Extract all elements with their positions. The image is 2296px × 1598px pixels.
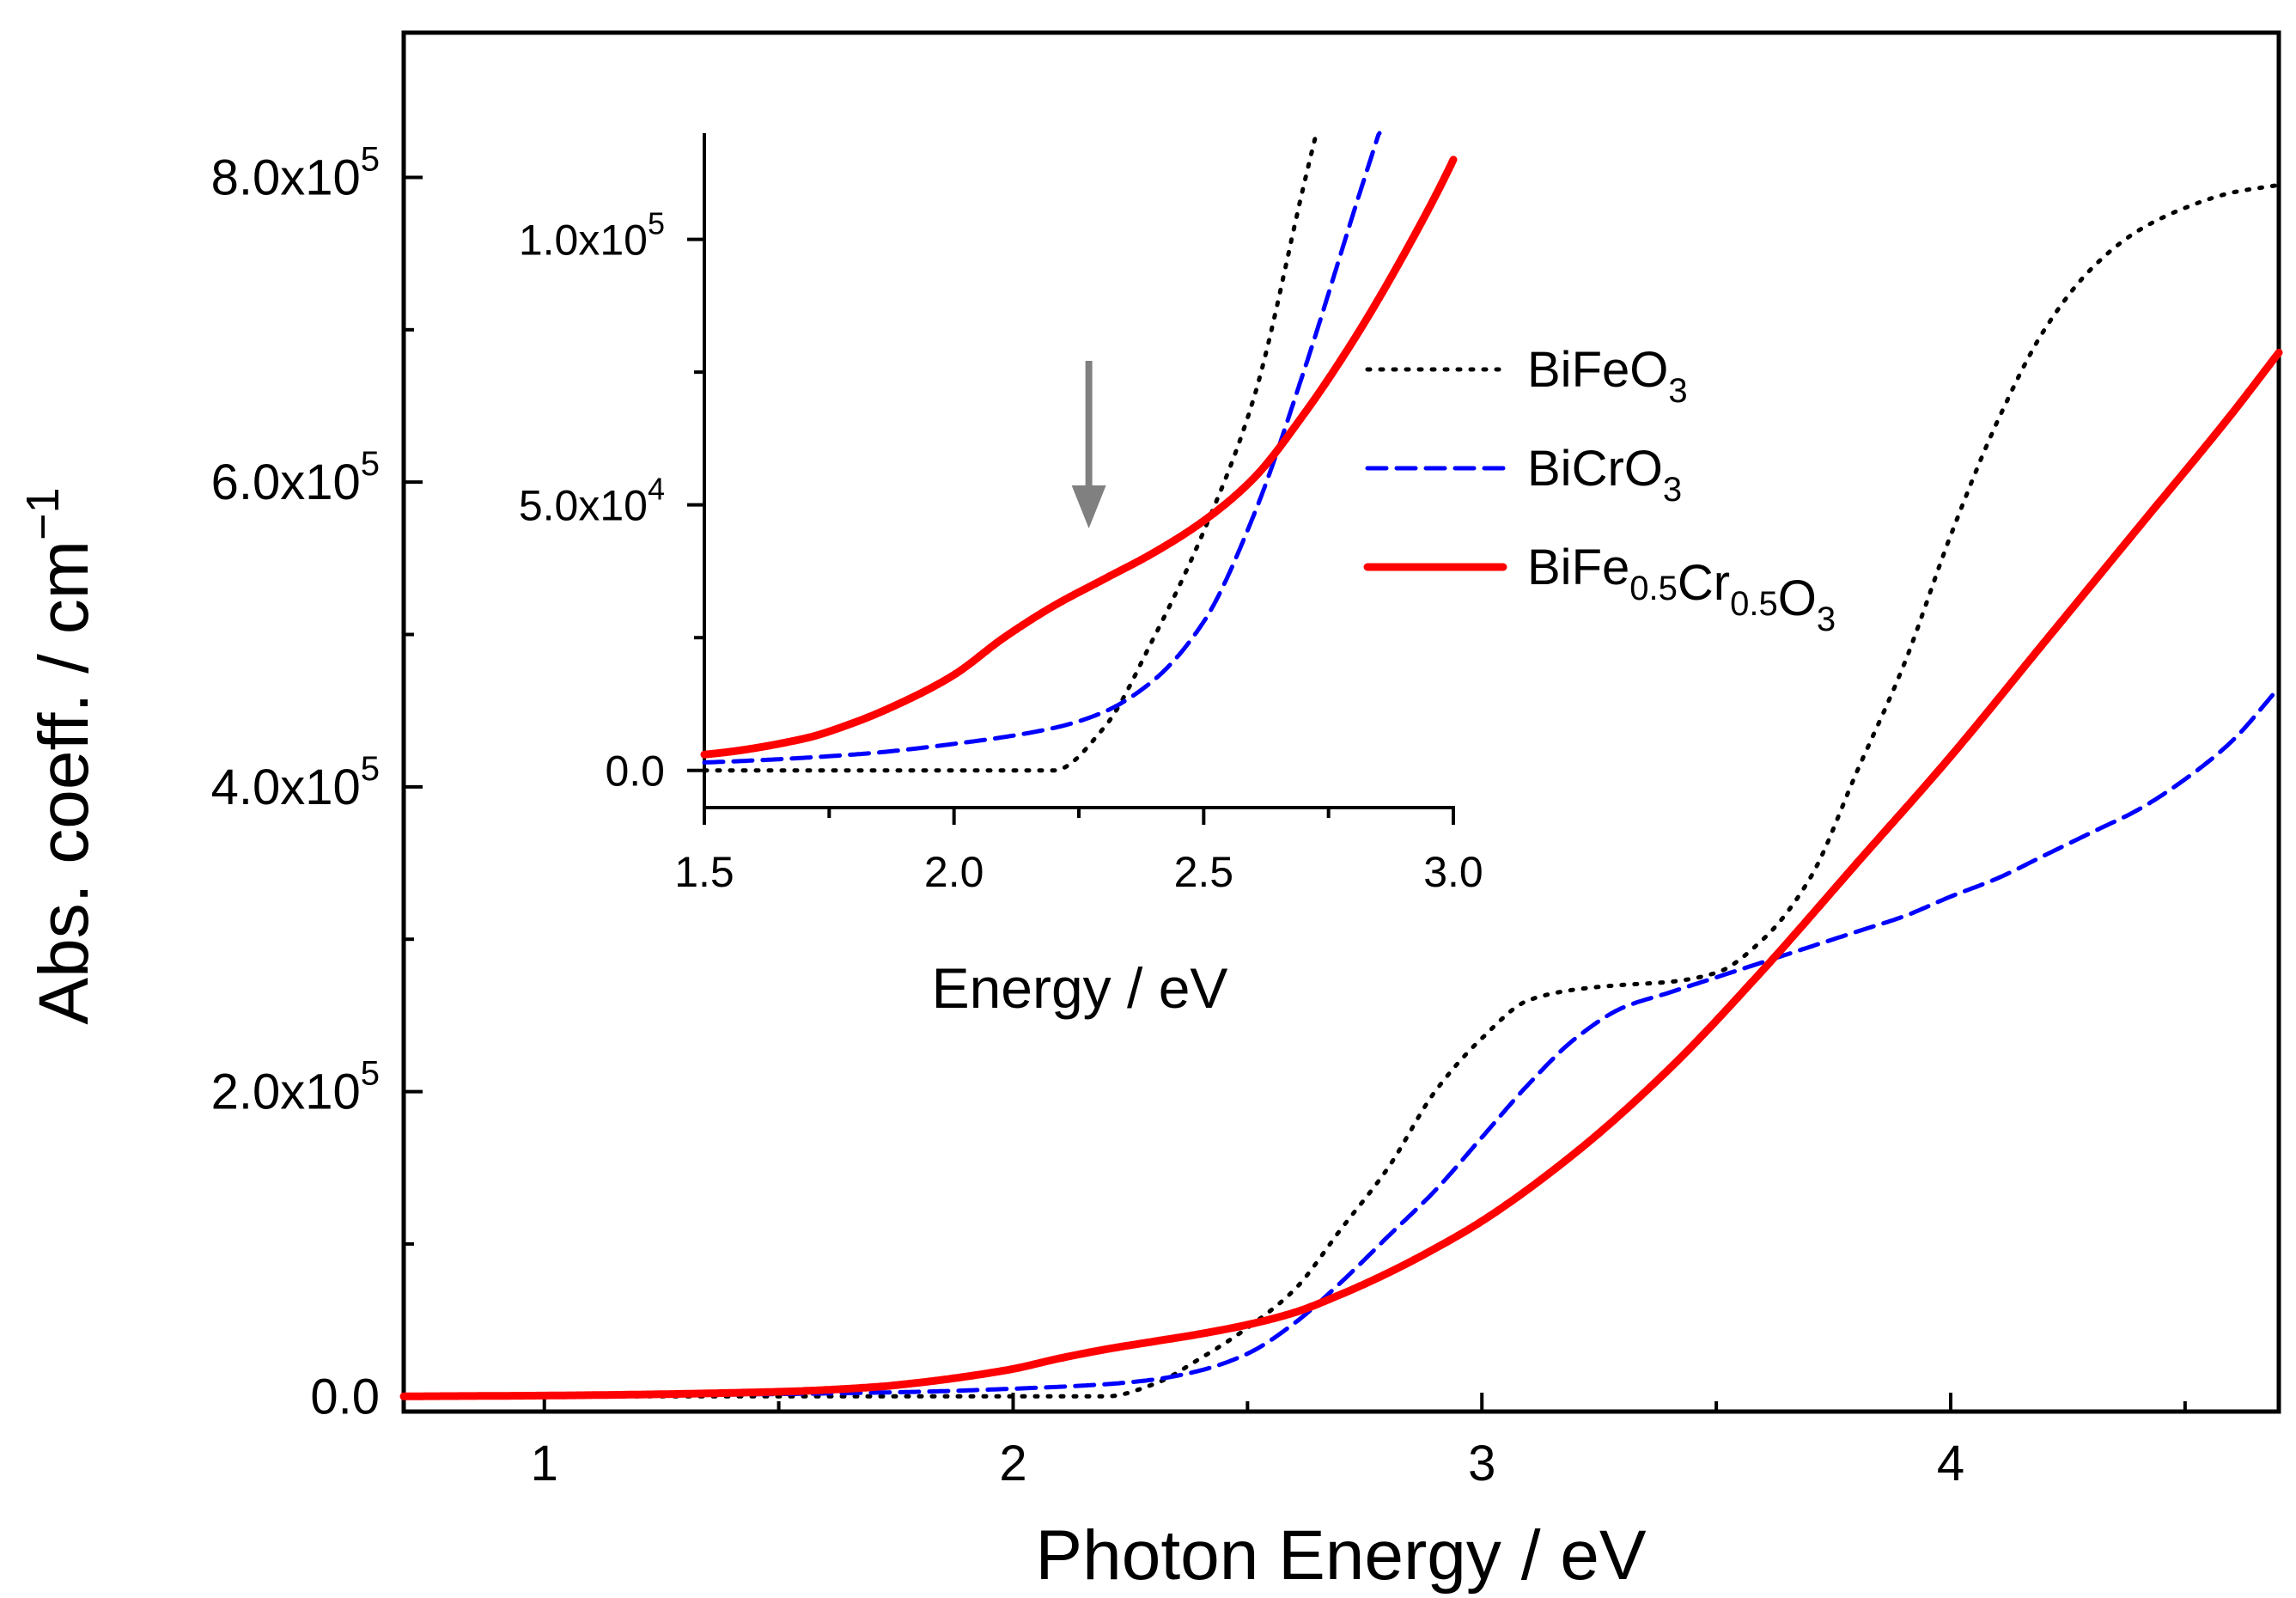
main-y-axis-title-base: Abs. coeff. / cm: [25, 540, 103, 1025]
inset-y-tick-label-sup: 5: [648, 206, 665, 241]
legend-label-sub: 0.5: [1629, 570, 1678, 607]
inset-y-tick-label-sup: 4: [648, 472, 665, 507]
inset-plot: 1.5 2.0 2.5 3.0 0.0 5.0x104 1.0x105 Energy / e…: [519, 131, 1483, 1020]
inset-tick-labels: 1.5 2.0 2.5 3.0 0.0 5.0x104 1.0x105: [519, 206, 1483, 896]
main-y-tick-label-base: 4.0x10: [211, 759, 361, 815]
inset-series-line: [702, 131, 1319, 773]
main-y-tick-label-sup: 5: [361, 1055, 380, 1093]
legend-label: BiCrO3: [1527, 441, 1682, 509]
main-y-tick-label-sup: 5: [361, 750, 380, 788]
main-y-tick-label-sup: 5: [361, 445, 380, 483]
inset-arrow: [1071, 361, 1106, 528]
main-series-line: [401, 182, 2281, 1399]
main-y-tick-label-base: 0.0: [310, 1369, 380, 1424]
inset-series-line: [700, 156, 1458, 759]
inset-y-tick-label: 1.0x105: [519, 206, 665, 265]
main-ticks: [404, 175, 2187, 1412]
inset-x-tick-label: 1.5: [674, 848, 734, 896]
main-y-axis-title: Abs. coeff. / cm−1: [17, 487, 103, 1024]
legend-label-sub: 3: [1817, 601, 1836, 638]
legend-label-sub: 3: [1663, 471, 1682, 509]
main-y-tick-label: 8.0x105: [211, 140, 380, 205]
legend-label-part: O: [1778, 570, 1817, 626]
legend-label: BiFe0.5Cr0.5O3: [1527, 540, 1836, 638]
main-y-tick-label-base: 8.0x10: [211, 149, 361, 205]
main-x-tick-label: 4: [1937, 1436, 1964, 1491]
legend-label-sub: 0.5: [1730, 585, 1778, 623]
inset-series-line: [702, 131, 1382, 765]
main-series: [399, 182, 2283, 1400]
main-y-tick-label-sup: 5: [361, 140, 380, 178]
main-y-tick-label-base: 2.0x10: [211, 1064, 361, 1120]
inset-y-tick-label-base: 5.0x10: [519, 482, 648, 530]
inset-ticks: [687, 237, 1455, 825]
main-y-tick-label: 6.0x105: [211, 445, 380, 510]
main-x-tick-label: 3: [1468, 1436, 1495, 1491]
inset-arrow-head: [1071, 485, 1106, 528]
inset-y-tick-label-base: 1.0x10: [519, 217, 648, 265]
legend-label-part: Cr: [1678, 555, 1730, 611]
legend-label: BiFeO3: [1527, 342, 1688, 410]
inset-series: [700, 131, 1458, 773]
main-x-tick-label: 1: [531, 1436, 558, 1491]
main-x-axis-title: Photon Energy / eV: [1035, 1516, 1646, 1595]
legend-label-sub: 3: [1668, 372, 1687, 410]
main-y-axis-title-sup: −1: [17, 487, 69, 540]
inset-x-tick-label: 3.0: [1423, 848, 1483, 896]
inset-x-tick-label: 2.5: [1174, 848, 1234, 896]
main-y-tick-label-base: 6.0x10: [211, 454, 361, 510]
inset-y-tick-label-base: 0.0: [605, 747, 665, 796]
main-plot-frame: [401, 30, 2281, 1414]
inset-y-tick-label: 0.0: [605, 747, 665, 796]
legend-label-part: BiCrO: [1527, 441, 1663, 497]
main-x-tick-label: 2: [999, 1436, 1026, 1491]
main-y-tick-label: 2.0x105: [211, 1055, 380, 1120]
main-y-tick-label: 0.0: [310, 1369, 380, 1424]
main-series-line: [399, 348, 2283, 1400]
inset-x-tick-label: 2.0: [924, 848, 984, 896]
inset-y-tick-label: 5.0x104: [519, 472, 665, 530]
main-y-tick-label: 4.0x105: [211, 750, 380, 815]
legend-label-part: BiFe: [1527, 540, 1629, 595]
inset-x-axis-title: Energy / eV: [932, 956, 1228, 1020]
legend-label-part: BiFeO: [1527, 342, 1668, 398]
